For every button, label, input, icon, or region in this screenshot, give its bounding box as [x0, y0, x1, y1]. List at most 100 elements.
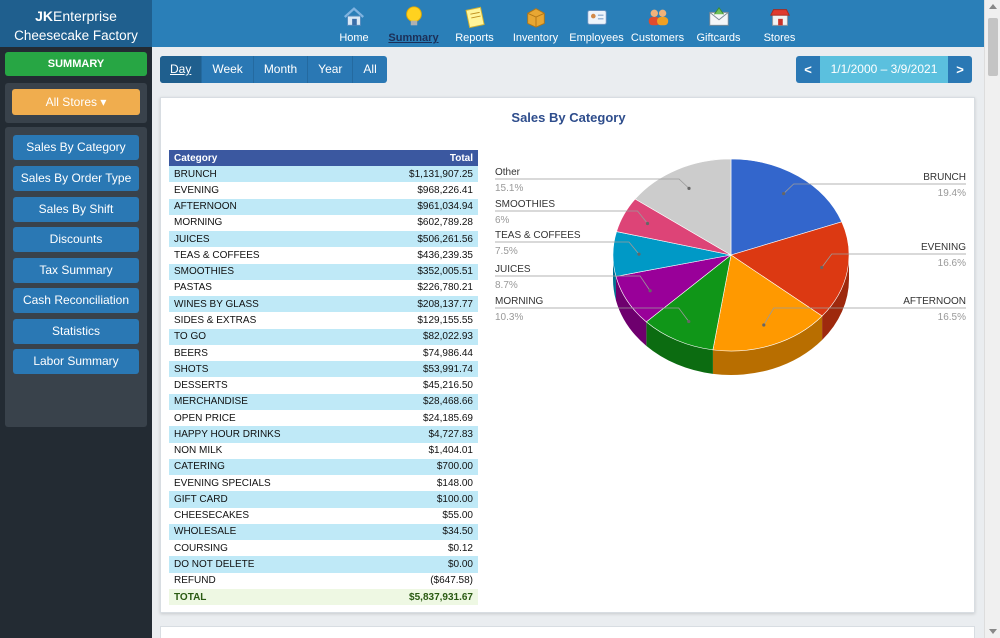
- pie-slice-side: [615, 276, 647, 346]
- category-total-cell: $226,780.21: [358, 279, 478, 297]
- pie-leader-line: [495, 241, 640, 255]
- date-range-field[interactable]: 1/1/2000 – 3/9/2021: [820, 56, 948, 83]
- table-row: SMOOTHIES $352,005.51: [169, 263, 478, 280]
- nav-stores[interactable]: Stores: [749, 0, 810, 47]
- scroll-thumb[interactable]: [988, 18, 998, 76]
- column-header-total[interactable]: Total: [358, 150, 478, 166]
- pie-slice[interactable]: [712, 254, 823, 352]
- pie-slice[interactable]: [634, 158, 732, 256]
- home-icon: [343, 7, 365, 26]
- table-row: PASTAS $226,780.21: [169, 279, 478, 297]
- pie-label-percent: 16.6%: [938, 258, 966, 269]
- tab-month[interactable]: Month: [254, 56, 309, 83]
- report-sales-by-order-type-button[interactable]: Sales By Order Type: [13, 166, 139, 191]
- pie-leader-dot: [637, 252, 641, 256]
- tab-all[interactable]: All: [363, 62, 377, 76]
- category-name-cell: COURSING: [169, 540, 359, 557]
- category-name-cell: MERCHANDISE: [169, 393, 359, 410]
- category-name-cell: SIDES & EXTRAS: [169, 312, 359, 329]
- nav-customers[interactable]: Customers: [627, 0, 688, 47]
- category-total-cell: $82,022.93: [358, 328, 478, 345]
- nav-label: Inventory: [512, 32, 559, 44]
- all-stores-dropdown[interactable]: All Stores ▾: [12, 89, 140, 115]
- category-total-cell: $100.00: [358, 491, 478, 508]
- nav-reports[interactable]: Reports: [444, 0, 505, 47]
- category-total-cell: $74,986.44: [358, 344, 478, 362]
- id-card-icon: [586, 10, 607, 25]
- tab-year[interactable]: Year: [308, 56, 354, 83]
- pie-leader-line: [763, 307, 966, 326]
- table-row: GIFT CARD $100.00: [169, 491, 478, 508]
- pie-label-name: MORNING: [495, 296, 544, 307]
- category-total-cell: $45,216.50: [358, 377, 478, 394]
- category-table: Category Total BRUNCH $1,131,907.25 EVENIN…: [169, 150, 478, 606]
- table-row: SHOTS $53,991.74: [169, 361, 478, 378]
- pie-leader-dot: [645, 221, 650, 226]
- total-value-cell: $5,837,931.67: [358, 588, 478, 606]
- tab-week[interactable]: Week: [202, 56, 254, 83]
- report-statistics-button[interactable]: Statistics: [13, 319, 139, 344]
- nav-inventory[interactable]: Inventory: [505, 0, 566, 47]
- category-total-cell: $506,261.56: [358, 231, 478, 248]
- pie-leader-dot: [648, 289, 652, 293]
- next-range-button[interactable]: >: [948, 56, 972, 83]
- category-name-cell: REFUND: [169, 572, 359, 589]
- pie-slice-side: [646, 321, 713, 374]
- report-sales-by-category-button[interactable]: Sales By Category: [13, 135, 139, 160]
- previous-range-button[interactable]: <: [796, 56, 820, 83]
- pie-slice[interactable]: [645, 254, 732, 351]
- category-total-cell: $1,131,907.25: [358, 166, 478, 183]
- category-total-cell: $129,155.55: [358, 312, 478, 329]
- nav-label: Summary: [388, 32, 439, 44]
- category-name-cell: SHOTS: [169, 361, 359, 378]
- table-row: EVENING SPECIALS $148.00: [169, 475, 478, 492]
- table-row: OPEN PRICE $24,185.69: [169, 409, 478, 427]
- nav-label: Giftcards: [696, 32, 741, 44]
- column-header-category[interactable]: Category: [169, 150, 359, 166]
- pie-label-name: JUICES: [495, 264, 531, 275]
- pie-slice-side: [822, 255, 849, 341]
- nav-home[interactable]: Home: [325, 0, 383, 47]
- scroll-up-icon[interactable]: [989, 4, 997, 9]
- lightbulb-icon: [405, 6, 422, 26]
- brand[interactable]: JKEnterprise Cheesecake Factory: [0, 0, 152, 47]
- notepad-icon: [465, 6, 485, 29]
- report-labor-summary-button[interactable]: Labor Summary: [13, 349, 139, 374]
- table-row: TEAS & COFFEES $436,239.35: [169, 247, 478, 264]
- category-name-cell: HAPPY HOUR DRINKS: [169, 426, 359, 443]
- pie-label-name: EVENING: [921, 242, 966, 253]
- category-name-cell: BRUNCH: [169, 166, 359, 183]
- report-sales-by-shift-button[interactable]: Sales By Shift: [13, 197, 139, 222]
- report-discounts-button[interactable]: Discounts: [13, 227, 139, 252]
- category-total-cell: $436,239.35: [358, 247, 478, 264]
- table-row: DESSERTS $45,216.50: [169, 377, 478, 394]
- nav-employees[interactable]: Employees: [566, 0, 627, 47]
- pie-leader-line: [821, 253, 966, 268]
- table-row: SIDES & EXTRAS $129,155.55: [169, 312, 478, 329]
- pie-label-percent: 6%: [495, 215, 510, 226]
- pie-slice[interactable]: [730, 158, 843, 256]
- category-total-cell: $968,226.41: [358, 182, 478, 199]
- summary-button[interactable]: SUMMARY: [5, 52, 147, 76]
- nav-giftcards[interactable]: Giftcards: [688, 0, 749, 47]
- tab-day[interactable]: Day: [160, 56, 203, 83]
- vertical-scrollbar[interactable]: [984, 0, 1000, 638]
- report-tax-summary-button[interactable]: Tax Summary: [13, 258, 139, 283]
- pie-leader-dot: [782, 191, 786, 196]
- table-row: CATERING $700.00: [169, 458, 478, 476]
- pie-label-percent: 15.1%: [495, 183, 523, 194]
- category-name-cell: DESSERTS: [169, 377, 359, 394]
- scroll-down-icon[interactable]: [989, 629, 997, 634]
- pie-label-name: SMOOTHIES: [495, 199, 555, 210]
- shop-icon: [769, 9, 790, 26]
- category-name-cell: GIFT CARD: [169, 491, 359, 508]
- category-total-cell: $208,137.77: [358, 296, 478, 313]
- report-list: Sales By Category Sales By Order Type Sa…: [5, 127, 147, 427]
- report-cash-reconciliation-button[interactable]: Cash Reconciliation: [13, 288, 139, 313]
- report-panel: Sales By Category Category Total BRUNCH $…: [160, 97, 975, 613]
- pie-slice[interactable]: [730, 221, 850, 317]
- category-name-cell: PASTAS: [169, 279, 359, 297]
- table-row: BEERS $74,986.44: [169, 344, 478, 362]
- pie-leader-line: [495, 210, 648, 224]
- nav-summary[interactable]: Summary: [383, 0, 444, 47]
